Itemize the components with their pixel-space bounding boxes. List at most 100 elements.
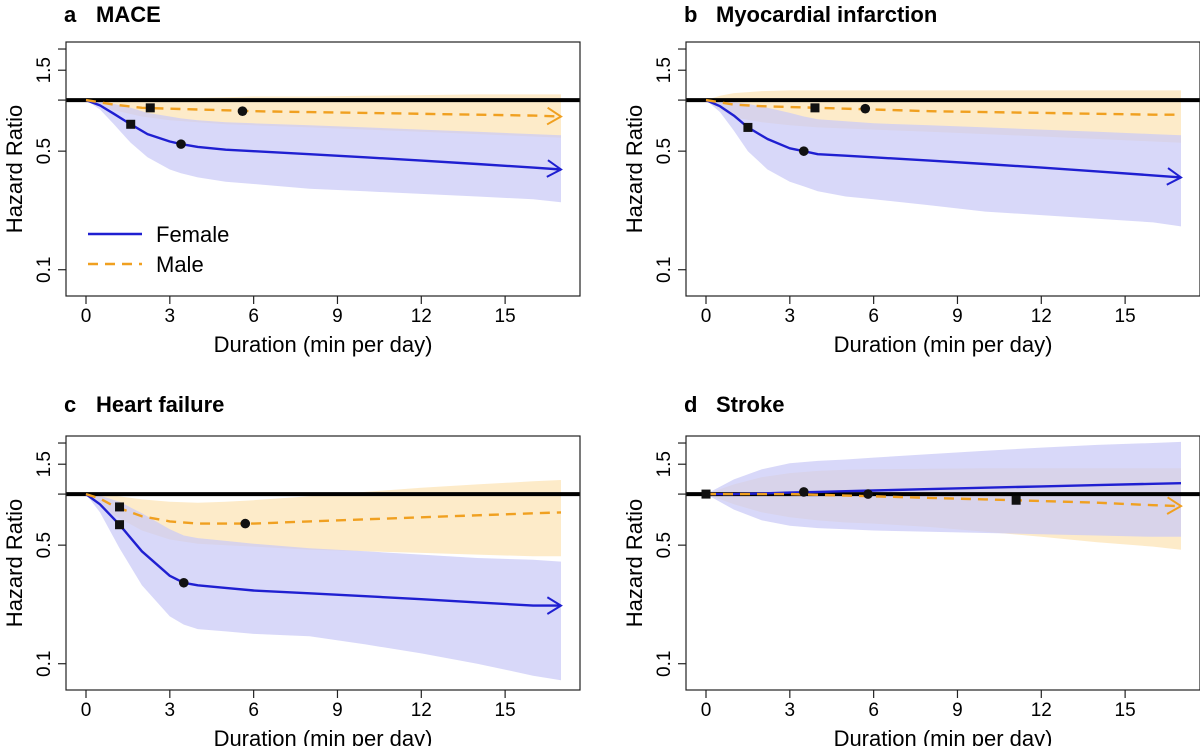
plot-area <box>66 94 580 203</box>
x-tick-label: 3 <box>165 700 176 721</box>
male-marker-circle-1 <box>237 106 248 116</box>
male-marker-circle-1 <box>240 518 251 529</box>
male-line <box>705 98 1181 116</box>
y-tick-label: 1.5 <box>34 57 55 83</box>
x-tick-label: 6 <box>868 700 879 721</box>
panel-a: 0 3 6 9 12 15 0.1 0.5 1.5 Duration (min per day) H… <box>2 2 581 357</box>
y-tick-label: 0.5 <box>34 532 55 558</box>
plot-frame <box>65 435 581 691</box>
male-marker-square-0 <box>115 502 125 512</box>
plot-frame <box>685 435 1200 691</box>
female-marker-square-0 <box>743 122 753 132</box>
panel-letter: a <box>64 2 77 27</box>
y-tick-label: 1.5 <box>34 451 55 477</box>
female-confidence-band <box>706 100 1181 227</box>
plot-area <box>686 90 1200 227</box>
male-arrow <box>546 106 563 126</box>
female-arrow <box>546 159 563 178</box>
male-marker-square-0 <box>701 489 711 499</box>
plot-area <box>66 480 580 681</box>
x-tick-label: 9 <box>952 306 963 327</box>
female-line <box>85 493 561 607</box>
male-marker-square-1 <box>1011 495 1021 505</box>
y-tick-label: 0.5 <box>34 138 55 164</box>
x-tick-label: 15 <box>1115 306 1136 327</box>
y-tick-label: 0.1 <box>34 651 55 677</box>
x-tick-label: 0 <box>81 306 92 327</box>
x-axis-label: Duration (min per day) <box>834 332 1053 357</box>
male-confidence-band <box>86 480 561 557</box>
male-line <box>706 492 1182 508</box>
male-marker-circle-1 <box>860 103 871 114</box>
legend-label-female: Female <box>156 222 229 247</box>
female-line <box>705 98 1182 179</box>
x-tick-label: 3 <box>165 306 176 327</box>
panel-c: 0 3 6 9 12 15 0.1 0.5 1.5 Duration (min per day) H… <box>2 392 581 746</box>
female-marker-circle-1 <box>178 577 189 588</box>
x-tick-label: 6 <box>248 306 259 327</box>
panel-title: Heart failure <box>96 392 224 417</box>
x-tick-label: 9 <box>332 306 343 327</box>
x-tick-label: 3 <box>785 700 796 721</box>
male-confidence-band <box>86 94 561 138</box>
panel-title: Myocardial infarction <box>716 2 937 27</box>
y-tick-label: 0.1 <box>34 257 55 283</box>
panel-letter: b <box>684 2 697 27</box>
panel-d: 0 3 6 9 12 15 0.1 0.5 1.5 Duration (min per day) H… <box>622 392 1200 746</box>
female-marker-square-0 <box>126 119 136 129</box>
x-tick-label: 15 <box>1115 700 1136 721</box>
panel-title: MACE <box>96 2 161 27</box>
x-tick-label: 12 <box>1031 700 1052 721</box>
x-tick-label: 12 <box>411 700 432 721</box>
female-marker-circle-1 <box>863 489 873 499</box>
female-arrow <box>1166 167 1183 186</box>
x-axis-label: Duration (min per day) <box>214 726 433 746</box>
y-axis-label: Hazard Ratio <box>622 499 647 627</box>
y-axis-label: Hazard Ratio <box>2 105 27 233</box>
x-tick-label: 12 <box>411 306 432 327</box>
plot-frame <box>685 41 1200 297</box>
y-tick-label: 1.5 <box>654 57 675 83</box>
panel-letter: d <box>684 392 697 417</box>
x-tick-label: 0 <box>701 306 712 327</box>
x-tick-label: 9 <box>952 700 963 721</box>
male-marker-square-0 <box>810 103 820 113</box>
male-arrow <box>1166 496 1183 515</box>
y-tick-label: 1.5 <box>654 451 675 477</box>
plot-frame <box>65 41 581 297</box>
y-axis-label: Hazard Ratio <box>622 105 647 233</box>
x-tick-label: 6 <box>248 700 259 721</box>
y-tick-label: 0.1 <box>654 257 675 283</box>
x-tick-label: 15 <box>495 700 516 721</box>
x-tick-label: 12 <box>1031 306 1052 327</box>
panel-letter: c <box>64 392 76 417</box>
x-tick-label: 0 <box>701 700 712 721</box>
female-line <box>85 98 562 171</box>
male-confidence-band <box>706 90 1181 143</box>
x-axis-label: Duration (min per day) <box>214 332 433 357</box>
female-confidence-band <box>86 100 561 203</box>
male-marker-square-0 <box>145 103 155 113</box>
x-tick-label: 6 <box>868 306 879 327</box>
y-tick-label: 0.5 <box>654 532 675 558</box>
female-marker-square-0 <box>115 520 125 530</box>
female-marker-circle-1 <box>176 139 186 149</box>
x-tick-label: 3 <box>785 306 796 327</box>
y-tick-label: 0.5 <box>654 138 675 164</box>
x-axis-label: Duration (min per day) <box>834 726 1053 746</box>
x-tick-label: 9 <box>332 700 343 721</box>
panel-title: Stroke <box>716 392 784 417</box>
female-marker-circle-0 <box>798 487 809 497</box>
female-confidence-band <box>86 494 561 681</box>
female-arrow <box>546 596 563 615</box>
female-marker-circle-1 <box>798 146 809 156</box>
x-tick-label: 15 <box>495 306 516 327</box>
panel-b: 0 3 6 9 12 15 0.1 0.5 1.5 Duration (min per day) H… <box>622 2 1200 357</box>
plot-area <box>686 441 1200 550</box>
y-tick-label: 0.1 <box>654 651 675 677</box>
x-tick-label: 0 <box>81 700 92 721</box>
legend-label-male: Male <box>156 252 204 277</box>
legend: Female Male <box>88 222 229 277</box>
y-axis-label: Hazard Ratio <box>2 499 27 627</box>
